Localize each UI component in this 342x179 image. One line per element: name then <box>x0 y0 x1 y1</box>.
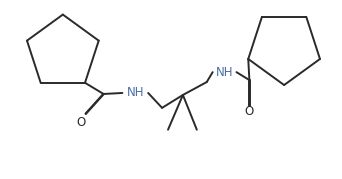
Text: O: O <box>76 116 86 129</box>
Text: NH: NH <box>127 86 144 100</box>
Text: O: O <box>245 105 254 118</box>
Text: NH: NH <box>216 66 233 79</box>
